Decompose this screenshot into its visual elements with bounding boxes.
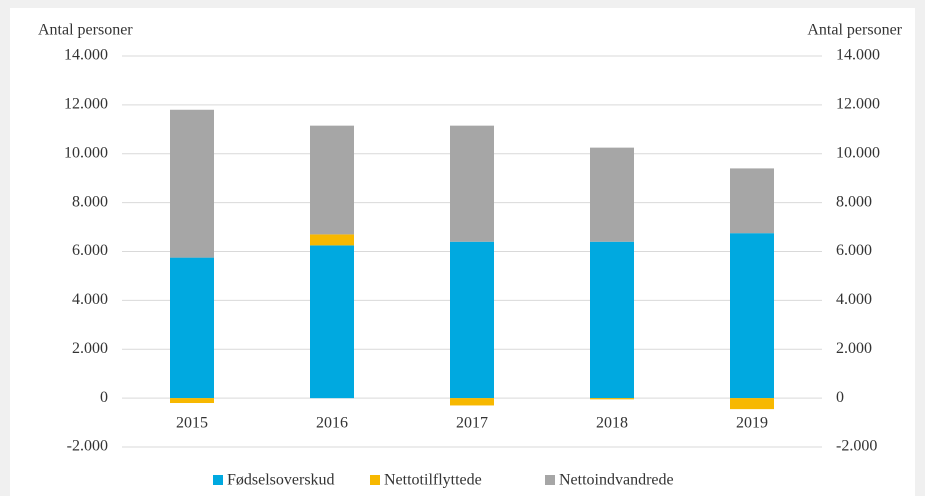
- bar-segment: [310, 125, 354, 235]
- y2-tick-label: 2.000: [836, 340, 872, 357]
- legend-swatch: [545, 475, 555, 485]
- y2-tick-label: 0: [836, 389, 844, 406]
- bar-segment: [450, 125, 494, 242]
- y2-tick-label: 4.000: [836, 291, 872, 308]
- bar-segment: [730, 398, 774, 410]
- y-tick-label: 10.000: [64, 144, 108, 161]
- y-tick-label: 8.000: [72, 193, 108, 210]
- y2-tick-label: 12.000: [836, 96, 880, 113]
- legend-label: Nettotilflyttede: [384, 472, 482, 489]
- x-tick-label: 2019: [736, 415, 768, 432]
- y2-tick-label: 6.000: [836, 242, 872, 259]
- y-axis-title: Antal personer: [38, 22, 133, 39]
- bar-segment: [450, 241, 494, 399]
- bar-segment: [170, 398, 214, 404]
- y-tick-label: 14.000: [64, 47, 108, 64]
- legend-label: Fødselsoverskud: [227, 472, 335, 489]
- x-tick-label: 2016: [316, 415, 348, 432]
- y2-tick-label: 8.000: [836, 193, 872, 210]
- bar-segment: [310, 234, 354, 246]
- y-tick-label: 4.000: [72, 291, 108, 308]
- x-tick-label: 2018: [596, 415, 628, 432]
- y2-tick-label: 14.000: [836, 47, 880, 64]
- bar-segment: [590, 398, 634, 400]
- legend-label: Nettoindvandrede: [559, 472, 674, 489]
- y-tick-label: -2.000: [67, 438, 108, 455]
- bar-segment: [730, 233, 774, 399]
- bar-segment: [590, 147, 634, 242]
- x-tick-label: 2017: [456, 415, 488, 432]
- y2-tick-label: 10.000: [836, 144, 880, 161]
- x-tick-label: 2015: [176, 415, 208, 432]
- y2-axis-title: Antal personer: [807, 22, 902, 39]
- legend-swatch: [213, 475, 223, 485]
- legend-swatch: [370, 475, 380, 485]
- bar-segment: [170, 109, 214, 258]
- y-tick-label: 0: [100, 389, 108, 406]
- y2-tick-label: -2.000: [836, 438, 877, 455]
- y-tick-label: 2.000: [72, 340, 108, 357]
- bar-segment: [590, 241, 634, 399]
- y-tick-label: 6.000: [72, 242, 108, 259]
- bar-segment: [170, 257, 214, 399]
- bar-segment: [310, 245, 354, 399]
- bar-segment: [450, 398, 494, 406]
- y-tick-label: 12.000: [64, 96, 108, 113]
- bar-segment: [730, 168, 774, 234]
